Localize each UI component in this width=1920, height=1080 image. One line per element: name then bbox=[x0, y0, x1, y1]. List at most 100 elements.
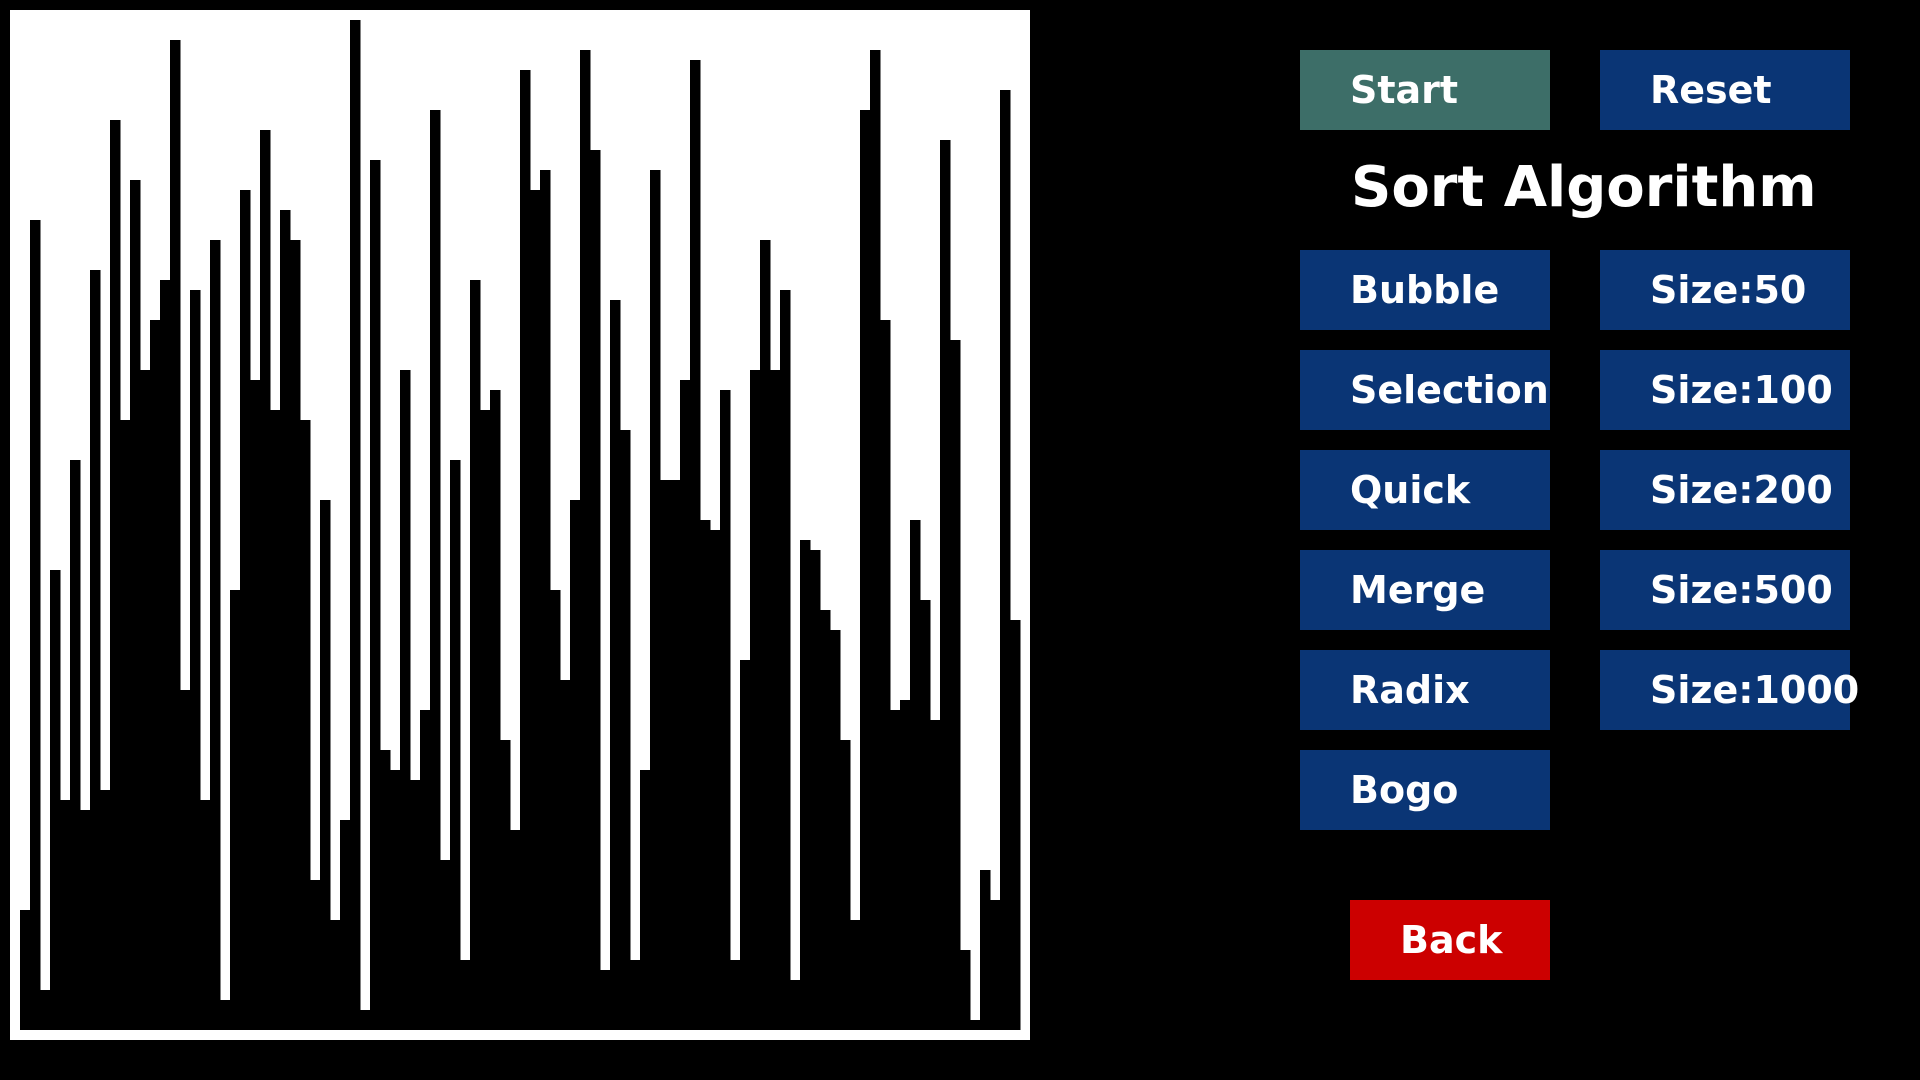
bars-chart bbox=[20, 20, 1021, 1030]
array-bar bbox=[670, 480, 681, 1030]
array-bar bbox=[950, 340, 961, 1030]
array-bar bbox=[290, 240, 301, 1030]
array-bar bbox=[90, 270, 101, 1030]
array-bar bbox=[400, 370, 411, 1030]
array-bar bbox=[390, 770, 401, 1030]
array-bar bbox=[500, 740, 511, 1030]
array-bar bbox=[270, 410, 281, 1030]
array-bar bbox=[300, 420, 311, 1030]
array-bar bbox=[130, 180, 141, 1030]
array-bar bbox=[870, 50, 881, 1030]
array-bar bbox=[350, 20, 361, 1030]
size-50-button[interactable]: Size:50 bbox=[1600, 250, 1850, 330]
array-bar bbox=[30, 220, 41, 1030]
array-bar bbox=[120, 420, 131, 1030]
array-bar bbox=[800, 540, 811, 1030]
array-bar bbox=[550, 590, 561, 1030]
array-bar bbox=[580, 50, 591, 1030]
array-bar bbox=[210, 240, 221, 1030]
array-bar bbox=[1010, 620, 1021, 1030]
array-bar bbox=[190, 290, 201, 1030]
array-bar bbox=[540, 170, 551, 1030]
array-bar bbox=[610, 300, 621, 1030]
array-bar bbox=[890, 710, 901, 1030]
algorithm-quick-button[interactable]: Quick bbox=[1300, 450, 1550, 530]
size-1000-button[interactable]: Size:1000 bbox=[1600, 650, 1859, 730]
array-bar bbox=[650, 170, 661, 1030]
array-bar bbox=[780, 290, 791, 1030]
array-bar bbox=[770, 370, 781, 1030]
start-button[interactable]: Start bbox=[1300, 50, 1550, 130]
array-bar bbox=[690, 60, 701, 1030]
array-bar bbox=[630, 960, 641, 1030]
array-bar bbox=[460, 960, 471, 1030]
algorithm-radix-button[interactable]: Radix bbox=[1300, 650, 1550, 730]
array-bar bbox=[230, 590, 241, 1030]
array-bar bbox=[180, 690, 191, 1030]
array-bar bbox=[840, 740, 851, 1030]
array-bar bbox=[80, 810, 91, 1030]
array-bar bbox=[520, 70, 531, 1030]
array-bar bbox=[560, 680, 571, 1030]
array-bar bbox=[280, 210, 291, 1030]
array-bar bbox=[660, 480, 671, 1030]
array-bar bbox=[470, 280, 481, 1030]
array-bar bbox=[320, 500, 331, 1030]
array-bar bbox=[250, 380, 261, 1030]
array-bar bbox=[370, 160, 381, 1030]
array-bar bbox=[50, 570, 61, 1030]
array-bar bbox=[700, 520, 711, 1030]
array-bar bbox=[790, 980, 801, 1030]
array-bar bbox=[820, 610, 831, 1030]
array-bar bbox=[880, 320, 891, 1030]
array-bar bbox=[860, 110, 871, 1030]
array-bar bbox=[40, 990, 51, 1030]
array-bar bbox=[740, 660, 751, 1030]
array-bar bbox=[830, 630, 841, 1030]
array-bar bbox=[760, 240, 771, 1030]
reset-button[interactable]: Reset bbox=[1600, 50, 1850, 130]
array-bar bbox=[100, 790, 111, 1030]
array-bar bbox=[60, 800, 71, 1030]
size-100-button[interactable]: Size:100 bbox=[1600, 350, 1850, 430]
algorithm-bubble-button[interactable]: Bubble bbox=[1300, 250, 1550, 330]
array-bar bbox=[640, 770, 651, 1030]
array-bar bbox=[710, 530, 721, 1030]
array-bar bbox=[360, 1010, 371, 1030]
array-bar bbox=[960, 950, 971, 1030]
array-bar bbox=[420, 710, 431, 1030]
array-bar bbox=[510, 830, 521, 1030]
array-bar bbox=[330, 920, 341, 1030]
array-bar bbox=[720, 390, 731, 1030]
array-bar bbox=[150, 320, 161, 1030]
array-bar bbox=[930, 720, 941, 1030]
array-bar bbox=[340, 820, 351, 1030]
array-bar bbox=[530, 190, 541, 1030]
array-bar bbox=[600, 970, 611, 1030]
array-bar bbox=[410, 780, 421, 1030]
array-bar bbox=[200, 800, 211, 1030]
array-bar bbox=[940, 140, 951, 1030]
algorithm-selection-button[interactable]: Selection bbox=[1300, 350, 1550, 430]
array-bar bbox=[20, 910, 31, 1030]
array-bar bbox=[970, 1020, 981, 1030]
back-button[interactable]: Back bbox=[1350, 900, 1550, 980]
array-bar bbox=[590, 150, 601, 1030]
size-500-button[interactable]: Size:500 bbox=[1600, 550, 1850, 630]
algorithm-bogo-button[interactable]: Bogo bbox=[1300, 750, 1550, 830]
array-bar bbox=[430, 110, 441, 1030]
array-bar bbox=[750, 370, 761, 1030]
array-bar bbox=[160, 280, 171, 1030]
array-visualization-canvas bbox=[10, 10, 1030, 1040]
array-bar bbox=[480, 410, 491, 1030]
array-bar bbox=[490, 390, 501, 1030]
array-bar bbox=[730, 960, 741, 1030]
array-bar bbox=[170, 40, 181, 1030]
array-bar bbox=[70, 460, 81, 1030]
array-bar bbox=[1000, 90, 1011, 1030]
algorithm-merge-button[interactable]: Merge bbox=[1300, 550, 1550, 630]
size-200-button[interactable]: Size:200 bbox=[1600, 450, 1850, 530]
array-bar bbox=[680, 380, 691, 1030]
array-bar bbox=[140, 370, 151, 1030]
